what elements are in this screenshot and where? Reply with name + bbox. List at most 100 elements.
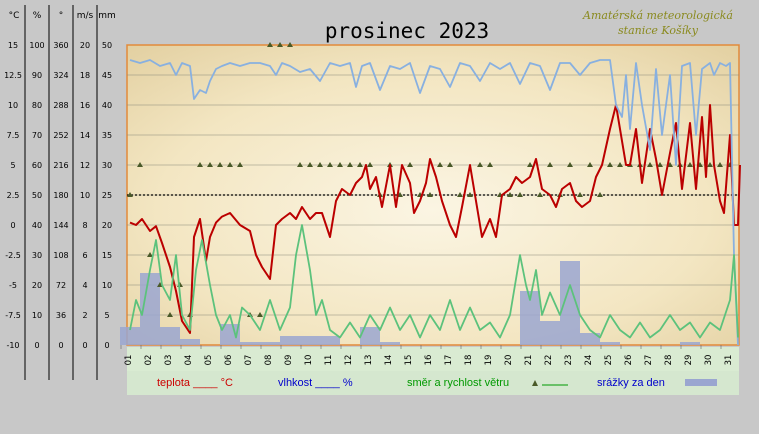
tick-label: -2.5 bbox=[5, 251, 21, 260]
legend-precip: srážky za den bbox=[597, 377, 665, 389]
precip-bar bbox=[160, 327, 180, 345]
legend-wind: směr a rychlost větru bbox=[407, 377, 509, 389]
tick-label: 60 bbox=[32, 161, 42, 170]
axis-tick-labels: 1512.5107.552.50-2.5-5-7.5-1010090807060… bbox=[4, 41, 112, 350]
tick-label: -5 bbox=[9, 281, 17, 290]
series-line-ms bbox=[129, 224, 739, 339]
tick-label: 0 bbox=[10, 221, 15, 230]
precip-bar bbox=[220, 324, 240, 345]
wind-direction-marker bbox=[167, 312, 173, 317]
axis-column-separators bbox=[24, 5, 98, 380]
wind-direction-marker bbox=[657, 162, 663, 167]
day-label: 06 bbox=[224, 355, 234, 366]
axis-header-speed: m/s bbox=[77, 11, 94, 21]
station-name-line1: Amatérská meteorologická bbox=[582, 9, 733, 22]
series-line-C bbox=[129, 104, 741, 334]
day-label: 13 bbox=[364, 355, 374, 366]
day-label: 29 bbox=[684, 355, 694, 366]
precip-bar bbox=[140, 273, 160, 345]
wind-direction-marker bbox=[487, 162, 493, 167]
day-label: 16 bbox=[424, 355, 434, 366]
day-label: 10 bbox=[304, 355, 314, 366]
axis-header-humidity: % bbox=[33, 11, 42, 21]
tick-label: 10 bbox=[80, 191, 90, 200]
tick-label: 0 bbox=[82, 341, 87, 350]
tick-label: 108 bbox=[53, 251, 68, 260]
tick-label: 12 bbox=[80, 161, 90, 170]
wind-direction-marker bbox=[327, 162, 333, 167]
wind-direction-marker bbox=[357, 162, 363, 167]
day-label: 01 bbox=[124, 355, 134, 366]
tick-label: 4 bbox=[82, 281, 87, 290]
wind-direction-marker bbox=[227, 162, 233, 167]
chart-title: prosinec 2023 bbox=[325, 19, 489, 43]
wind-direction-marker bbox=[237, 162, 243, 167]
day-label: 02 bbox=[144, 355, 154, 366]
day-label: 25 bbox=[604, 355, 614, 366]
day-axis-strip bbox=[127, 347, 739, 371]
axis-header-direction: ° bbox=[59, 11, 64, 21]
tick-label: 6 bbox=[82, 251, 87, 260]
station-name-line2: stanice Košíky bbox=[618, 24, 699, 37]
tick-label: 10 bbox=[8, 101, 18, 110]
tick-label: 90 bbox=[32, 71, 42, 80]
tick-label: 360 bbox=[53, 41, 68, 50]
tick-label: 5 bbox=[104, 311, 109, 320]
tick-label: 80 bbox=[32, 101, 42, 110]
day-label: 19 bbox=[484, 355, 494, 366]
wind-direction-marker bbox=[147, 252, 153, 257]
wind-direction-marker bbox=[317, 162, 323, 167]
legend-wind-symbol bbox=[532, 380, 568, 386]
legend-box bbox=[127, 371, 739, 395]
tick-label: 10 bbox=[102, 281, 112, 290]
wind-direction-marker bbox=[217, 162, 223, 167]
tick-label: 40 bbox=[32, 221, 42, 230]
axis-header-temp: °C bbox=[9, 11, 20, 21]
tick-label: 180 bbox=[53, 191, 68, 200]
legend-precip-swatch bbox=[685, 379, 717, 386]
day-label: 08 bbox=[264, 355, 274, 366]
wind-direction-marker bbox=[507, 192, 513, 197]
precip-bar bbox=[320, 336, 340, 345]
tick-label: 252 bbox=[53, 131, 68, 140]
wind-direction-marker bbox=[587, 162, 593, 167]
wind-direction-marker bbox=[367, 162, 373, 167]
precip-bar bbox=[520, 291, 540, 345]
day-label: 03 bbox=[164, 355, 174, 366]
day-label: 14 bbox=[384, 355, 394, 366]
wind-direction-marker bbox=[257, 312, 263, 317]
wind-direction-markers bbox=[127, 42, 733, 317]
precip-bar bbox=[580, 333, 600, 345]
wind-direction-marker bbox=[407, 162, 413, 167]
tick-label: 20 bbox=[80, 41, 90, 50]
day-label: 23 bbox=[564, 355, 574, 366]
wind-direction-marker bbox=[647, 162, 653, 167]
tick-label: 7.5 bbox=[7, 131, 20, 140]
day-label: 28 bbox=[664, 355, 674, 366]
legend-humidity: vlhkost ____ % bbox=[278, 377, 353, 389]
wind-direction-marker bbox=[537, 192, 543, 197]
tick-label: 36 bbox=[56, 311, 66, 320]
wind-direction-marker bbox=[437, 162, 443, 167]
wind-direction-marker bbox=[567, 162, 573, 167]
tick-label: 216 bbox=[53, 161, 68, 170]
tick-label: 2 bbox=[82, 311, 87, 320]
precip-bar bbox=[240, 342, 260, 345]
wind-direction-marker bbox=[267, 42, 273, 47]
wind-direction-marker bbox=[457, 192, 463, 197]
tick-label: 324 bbox=[53, 71, 68, 80]
wind-direction-marker bbox=[307, 162, 313, 167]
day-label: 07 bbox=[244, 355, 254, 366]
tick-label: 144 bbox=[53, 221, 68, 230]
wind-direction-marker bbox=[597, 192, 603, 197]
wind-direction-marker bbox=[197, 162, 203, 167]
tick-label: 100 bbox=[29, 41, 44, 50]
day-label: 31 bbox=[724, 355, 734, 366]
precip-bar bbox=[380, 342, 400, 345]
tick-label: 16 bbox=[80, 101, 90, 110]
tick-label: 15 bbox=[8, 41, 18, 50]
day-label: 26 bbox=[624, 355, 634, 366]
tick-label: 18 bbox=[80, 71, 90, 80]
wind-direction-marker bbox=[477, 162, 483, 167]
